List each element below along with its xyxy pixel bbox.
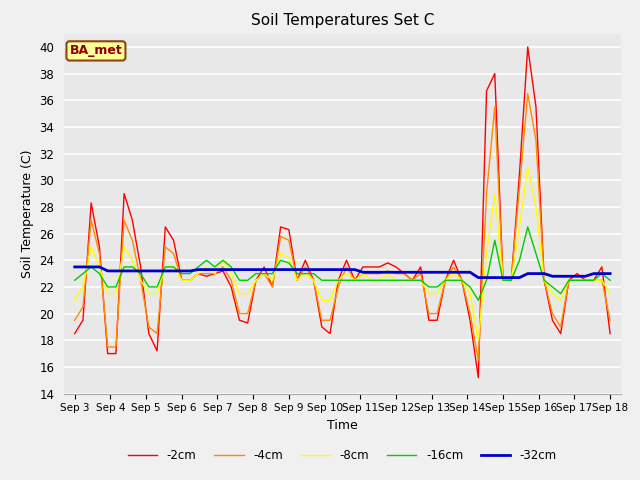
Legend: -2cm, -4cm, -8cm, -16cm, -32cm: -2cm, -4cm, -8cm, -16cm, -32cm xyxy=(123,444,562,467)
Y-axis label: Soil Temperature (C): Soil Temperature (C) xyxy=(20,149,34,278)
Text: BA_met: BA_met xyxy=(70,44,122,58)
Title: Soil Temperatures Set C: Soil Temperatures Set C xyxy=(251,13,434,28)
X-axis label: Time: Time xyxy=(327,419,358,432)
